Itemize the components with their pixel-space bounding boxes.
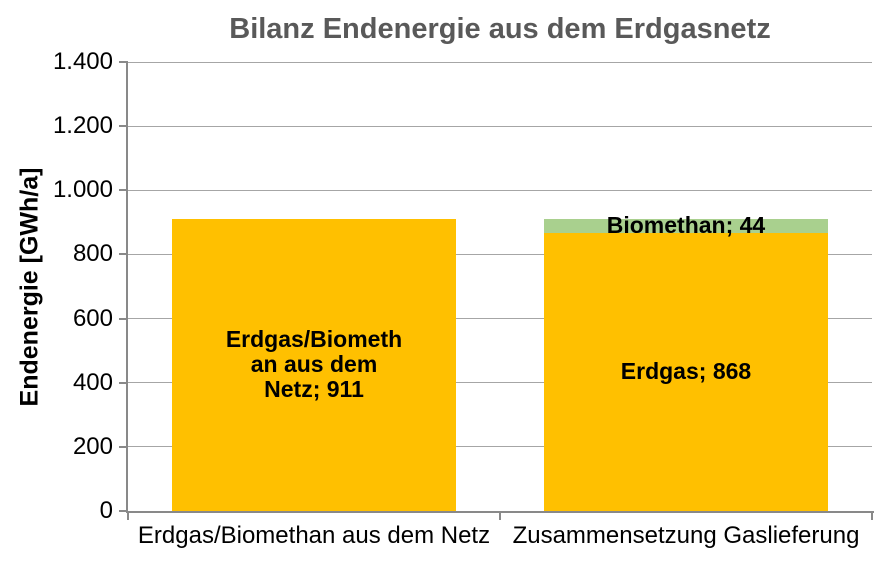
x-axis-tick <box>127 513 129 520</box>
y-axis-tick <box>119 510 128 512</box>
gridline <box>128 253 872 255</box>
bar-segment-erdgas-biomethan-aus-dem-netz: Erdgas/Biometh an aus dem Netz; 911 <box>172 218 456 511</box>
gridline <box>128 318 872 320</box>
y-tick-label: 1.000 <box>52 176 113 204</box>
y-tick-label: 800 <box>72 240 113 268</box>
plot-area: 0 200 400 600 800 1.000 1.200 1.400 Erdgas/Biome… <box>53 49 874 549</box>
gridline <box>128 125 872 127</box>
x-axis-tick <box>871 513 873 520</box>
x-axis-tick <box>499 513 501 520</box>
y-tick-label: 200 <box>72 432 113 460</box>
gridline <box>128 61 872 63</box>
gridline <box>128 382 872 384</box>
chart-title: Bilanz Endenergie aus dem Erdgasnetz <box>229 13 771 45</box>
gridline <box>128 189 872 191</box>
x-tick-label: Zusammensetzung Gaslieferung <box>512 522 860 549</box>
bar-data-label: Erdgas/Biometh an aus dem Netz; 911 <box>225 326 403 403</box>
y-axis-tick <box>119 445 128 448</box>
y-axis-tick <box>119 381 128 384</box>
y-tick-label: 0 <box>99 497 113 524</box>
gridline <box>128 446 872 448</box>
bar-segment-erdgas: Erdgas; 868 <box>544 232 828 511</box>
y-axis-tick <box>119 189 128 192</box>
y-axis-tick <box>119 125 128 128</box>
y-tick-label: 1.200 <box>52 112 113 140</box>
bar-data-label: Biomethan; 44 <box>606 212 766 239</box>
x-axis-line <box>126 511 874 513</box>
bar-segment-biomethan: Biomethan; 44 <box>544 213 828 238</box>
y-axis-tick <box>119 253 128 256</box>
y-axis-line <box>126 62 128 513</box>
y-axis-tick <box>119 61 128 63</box>
y-axis-tick <box>119 317 128 320</box>
x-tick-label: Erdgas/Biomethan aus dem Netz <box>137 522 491 549</box>
y-tick-label: 600 <box>72 304 113 332</box>
bar-data-label: Erdgas; 868 <box>620 358 752 385</box>
y-tick-label: 1.400 <box>52 48 113 75</box>
y-tick-label: 400 <box>72 368 113 396</box>
